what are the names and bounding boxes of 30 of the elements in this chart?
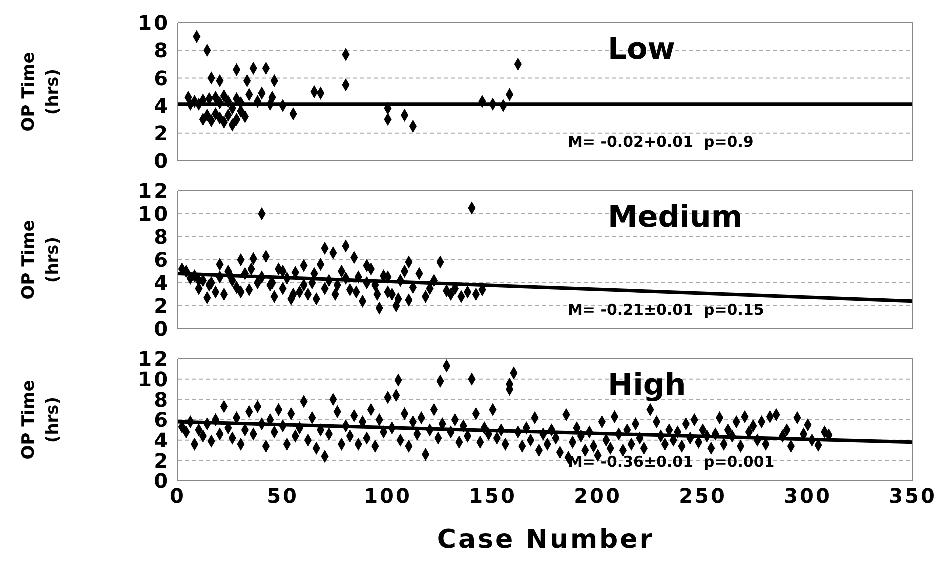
y-tick-label: 0 (154, 149, 170, 174)
y-tick-label: 4 (154, 271, 170, 296)
y-tick-label: 8 (154, 225, 170, 250)
x-tick-label: 150 (469, 484, 517, 508)
y-tick-label: 10 (138, 202, 170, 226)
x-tick-label: 250 (679, 484, 727, 508)
y-tick-label: 12 (138, 179, 170, 204)
y-tick-label: 10 (138, 11, 170, 36)
x-tick-label: 100 (364, 484, 412, 508)
y-tick-label: 0 (154, 317, 170, 342)
y-tick-label: 2 (154, 122, 170, 146)
x-tick-label: 350 (889, 484, 937, 508)
y-tick-label: 4 (154, 94, 170, 118)
annotation: M= -0.02+0.01 p=0.9 (568, 133, 754, 151)
y-tick-label: 8 (154, 38, 170, 63)
x-tick-label: 300 (784, 484, 832, 508)
chart-title: Medium (608, 200, 743, 235)
x-tick-label: 0 (170, 484, 186, 508)
y-axis-title: OP Time (hrs) (18, 380, 64, 460)
y-tick-label: 6 (154, 66, 170, 90)
y-axis-title: OP Time (hrs) (18, 220, 64, 300)
y-axis-title: OP Time (hrs) (18, 52, 64, 132)
chart-title: High (608, 368, 686, 403)
annotation: M= -0.21±0.01 p=0.15 (568, 301, 764, 319)
y-tick-label: 6 (154, 248, 170, 272)
y-tick-label: 2 (154, 294, 170, 318)
x-axis-title: Case Number (436, 525, 656, 555)
x-tick-label: 50 (267, 484, 299, 508)
x-tick-label: 200 (574, 484, 622, 508)
chart-title: Low (608, 32, 676, 67)
